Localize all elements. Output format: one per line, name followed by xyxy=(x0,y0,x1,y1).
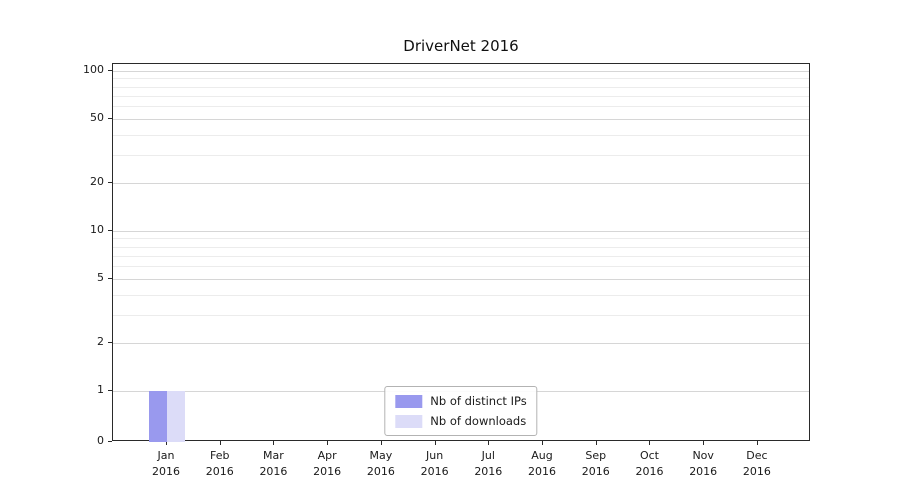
legend-row: Nb of distinct IPs xyxy=(395,394,527,408)
major-gridline xyxy=(113,231,809,232)
plot-area: Nb of distinct IPs Nb of downloads xyxy=(112,63,810,442)
x-tick-year: 2016 xyxy=(528,465,557,478)
x-tick-month: Nov xyxy=(692,449,714,462)
x-tick-month: Mar xyxy=(263,449,284,462)
y-tick-label: 100 xyxy=(83,63,104,76)
x-tick-label: Dec 2016 xyxy=(727,448,787,480)
y-tick-mark xyxy=(108,230,112,231)
x-tick-label: Jan 2016 xyxy=(136,448,196,480)
x-tick-year: 2016 xyxy=(689,465,718,478)
minor-gridline xyxy=(113,314,809,316)
x-tick-month: Jul xyxy=(481,449,495,462)
y-tick-mark xyxy=(108,441,112,442)
x-tick-mark xyxy=(595,441,597,445)
x-tick-mark xyxy=(273,441,275,445)
x-tick-month: Sep xyxy=(585,449,607,462)
x-tick-month: Jun xyxy=(426,449,444,462)
x-tick-mark xyxy=(380,441,382,445)
minor-gridline xyxy=(113,255,809,257)
x-tick-year: 2016 xyxy=(635,465,664,478)
legend-label: Nb of downloads xyxy=(430,414,527,428)
x-tick-month: Jan xyxy=(157,449,175,462)
x-tick-mark xyxy=(756,441,758,445)
major-gridline xyxy=(113,71,809,72)
x-tick-label: May 2016 xyxy=(351,448,411,480)
x-tick-mark xyxy=(434,441,436,445)
minor-gridline xyxy=(113,238,809,240)
major-gridline xyxy=(113,279,809,281)
x-tick-mark xyxy=(327,441,329,445)
major-gridline xyxy=(113,342,809,344)
x-tick-year: 2016 xyxy=(313,465,342,478)
x-tick-label: Jun 2016 xyxy=(405,448,465,480)
y-tick-mark xyxy=(108,278,112,280)
y-tick-mark xyxy=(108,341,112,343)
x-tick-mark xyxy=(703,441,705,445)
x-tick-month: May xyxy=(369,449,393,462)
bar-nb-of-distinct-ips-jan xyxy=(149,391,167,442)
x-tick-mark xyxy=(166,441,167,445)
y-tick-label: 5 xyxy=(97,271,104,285)
x-tick-year: 2016 xyxy=(152,465,180,478)
minor-gridline xyxy=(113,134,809,136)
major-gridline xyxy=(113,182,809,184)
legend-swatch-icon xyxy=(395,414,423,428)
x-tick-label: Apr 2016 xyxy=(297,448,357,480)
bar-nb-of-downloads-jan xyxy=(167,391,185,442)
x-tick-mark xyxy=(488,441,490,445)
minor-gridline xyxy=(113,246,809,248)
y-tick-label: 50 xyxy=(90,111,104,125)
minor-gridline xyxy=(113,294,809,296)
minor-gridline xyxy=(113,106,809,108)
x-tick-year: 2016 xyxy=(581,465,610,478)
minor-gridline xyxy=(113,266,809,268)
x-tick-mark xyxy=(649,441,651,445)
y-tick-mark xyxy=(108,70,112,71)
x-tick-year: 2016 xyxy=(366,465,395,478)
legend-swatch-icon xyxy=(395,394,423,408)
y-tick-label: 2 xyxy=(97,334,104,348)
x-tick-mark xyxy=(542,441,544,445)
x-tick-label: Mar 2016 xyxy=(243,448,303,480)
y-tick-mark xyxy=(108,118,112,120)
y-tick-label: 20 xyxy=(90,174,104,188)
y-tick-mark xyxy=(108,181,112,183)
x-tick-month: Dec xyxy=(746,449,768,462)
y-tick-label: 0 xyxy=(97,434,104,447)
x-tick-label: Oct 2016 xyxy=(619,448,679,480)
x-tick-mark xyxy=(219,441,221,445)
x-tick-month: Oct xyxy=(639,449,659,462)
legend: Nb of distinct IPs Nb of downloads xyxy=(384,386,538,436)
minor-gridline xyxy=(113,95,809,97)
x-tick-year: 2016 xyxy=(474,465,503,478)
x-tick-label: Feb 2016 xyxy=(190,448,250,480)
x-tick-label: Jul 2016 xyxy=(458,448,518,480)
x-tick-month: Apr xyxy=(317,449,337,462)
chart-title: DriverNet 2016 xyxy=(403,37,519,55)
x-tick-month: Aug xyxy=(531,449,553,462)
x-tick-year: 2016 xyxy=(420,465,449,478)
x-tick-label: Nov 2016 xyxy=(673,448,733,480)
major-gridline xyxy=(113,119,809,121)
minor-gridline xyxy=(113,154,809,156)
y-tick-label: 1 xyxy=(97,383,104,396)
x-tick-year: 2016 xyxy=(259,465,288,478)
x-tick-month: Feb xyxy=(209,449,230,462)
x-tick-label: Sep 2016 xyxy=(566,448,626,480)
legend-row: Nb of downloads xyxy=(395,414,526,428)
x-tick-year: 2016 xyxy=(205,465,234,478)
y-tick-label: 10 xyxy=(90,223,104,236)
y-tick-mark xyxy=(108,390,112,391)
minor-gridline xyxy=(113,78,809,80)
legend-label: Nb of distinct IPs xyxy=(430,394,527,408)
x-tick-year: 2016 xyxy=(742,465,771,478)
x-tick-label: Aug 2016 xyxy=(512,448,572,480)
minor-gridline xyxy=(113,86,809,88)
